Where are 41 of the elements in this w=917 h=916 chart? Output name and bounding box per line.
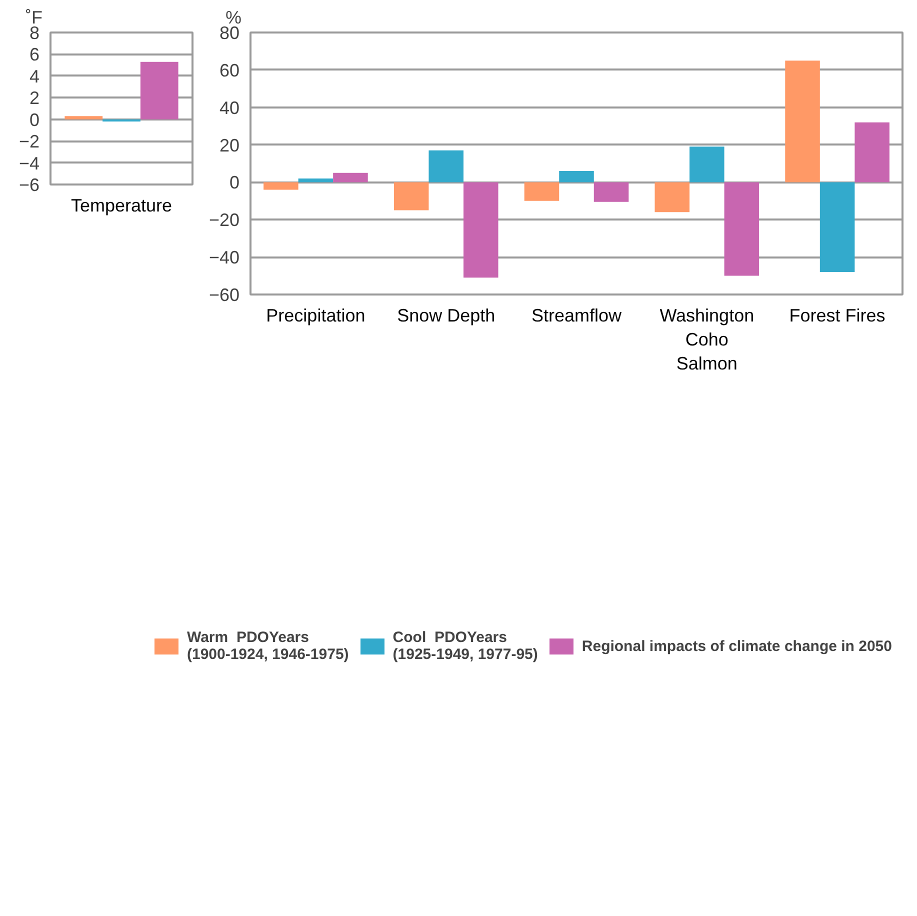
x-tick-label: Precipitation (266, 306, 366, 326)
bar (333, 172, 368, 182)
legend-label: Regional impacts of climate change in 2050 (582, 638, 892, 654)
legend-label: Cool PDOYears (1925-1949, 1977-95) (392, 629, 538, 663)
y-tick-label: 60 (219, 60, 240, 80)
bar (654, 182, 690, 212)
bar (264, 182, 298, 190)
y-tick-label: −4 (18, 153, 40, 174)
y-tick-label: −2 (18, 132, 40, 152)
y-tick-label: 0 (229, 172, 240, 193)
bar (524, 182, 560, 201)
bar (298, 178, 334, 182)
x-tick-label: Snow Depth (397, 306, 496, 326)
y-tick-label: 40 (219, 98, 240, 118)
y-tick-label: 20 (219, 135, 240, 156)
y-tick-label: 2 (29, 88, 40, 108)
x-tick-label: Washington Coho Salmon (660, 306, 754, 374)
bar (463, 182, 498, 278)
bar (140, 62, 178, 120)
bar (820, 182, 855, 272)
bar (394, 182, 429, 210)
bar (102, 119, 140, 122)
legend-label: Warm PDOYears (1900-1924, 1946-1975) (186, 629, 349, 663)
x-tick-label: Forest Fires (789, 306, 886, 326)
y-tick-label: −20 (208, 210, 240, 230)
y-tick-label: 4 (29, 66, 40, 86)
y-tick-label: −40 (208, 248, 240, 268)
x-tick-label: Temperature (70, 196, 172, 216)
bar (594, 182, 629, 202)
bar (724, 182, 760, 276)
y-tick-label: 6 (29, 44, 40, 65)
bar (785, 60, 820, 182)
bar (64, 116, 103, 120)
bar (559, 170, 594, 182)
y-tick-label: −60 (208, 285, 240, 305)
x-tick-label: Streamflow (531, 306, 623, 326)
bar (428, 150, 464, 182)
bar (690, 146, 724, 182)
y-tick-label: 0 (29, 110, 40, 130)
bar (854, 122, 890, 182)
y-tick-label: −6 (18, 175, 40, 195)
